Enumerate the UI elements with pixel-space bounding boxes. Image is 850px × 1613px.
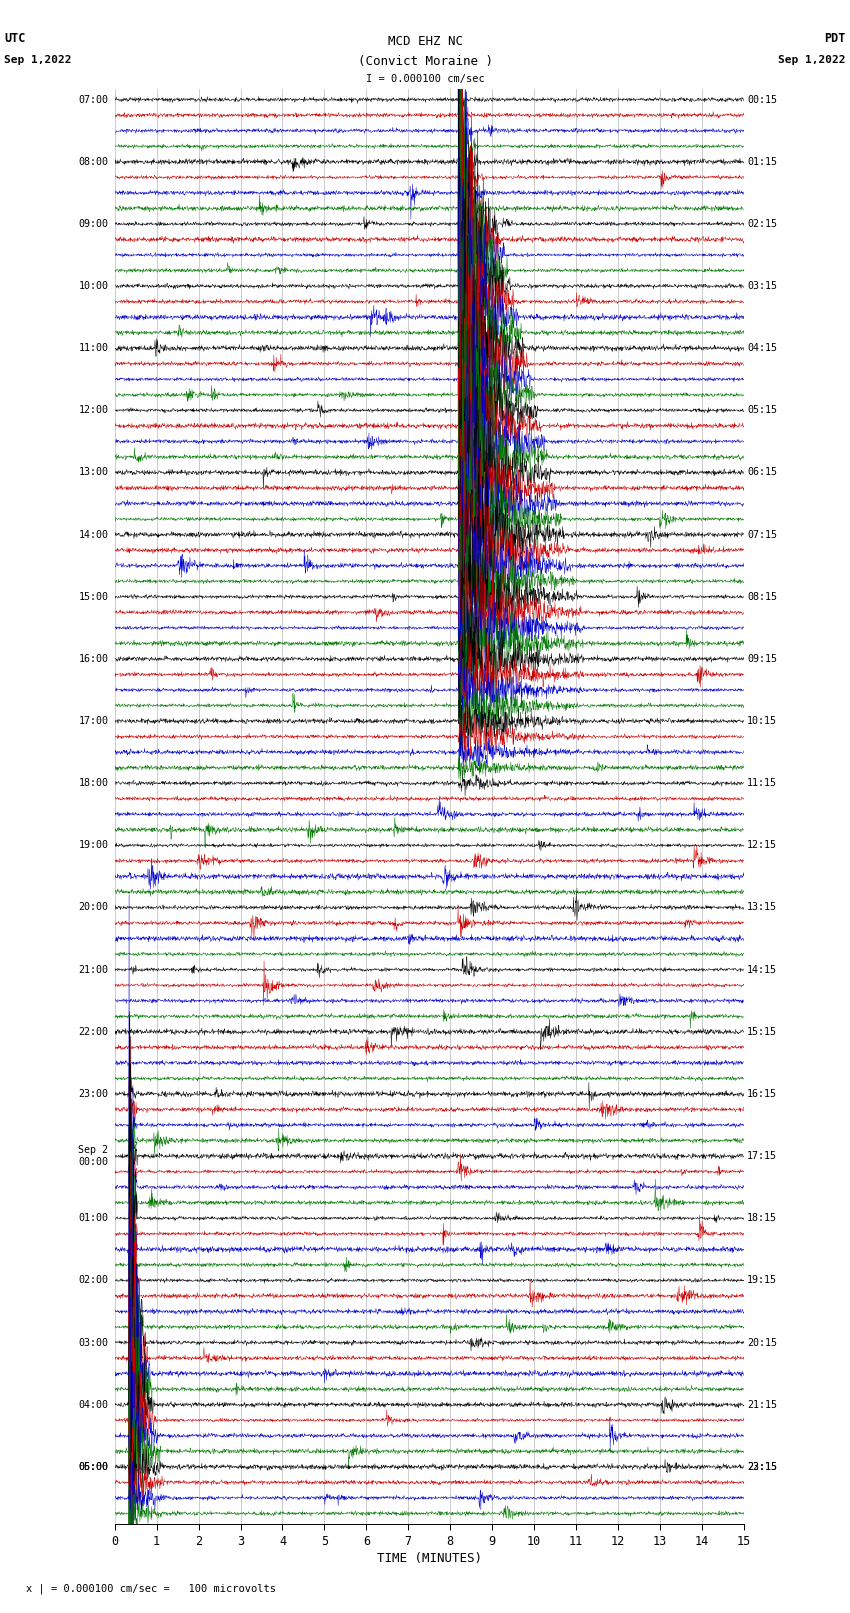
Text: 16:00: 16:00 [78,653,109,665]
Text: 16:15: 16:15 [747,1089,777,1098]
Text: 02:00: 02:00 [78,1276,109,1286]
Text: 03:15: 03:15 [747,281,777,290]
Text: MCD EHZ NC: MCD EHZ NC [388,35,462,48]
Text: 02:15: 02:15 [747,219,777,229]
Text: 15:15: 15:15 [747,1027,777,1037]
Text: 21:15: 21:15 [747,1400,777,1410]
Text: 19:15: 19:15 [747,1276,777,1286]
Text: 19:00: 19:00 [78,840,109,850]
Text: 13:00: 13:00 [78,468,109,477]
Text: 07:00: 07:00 [78,95,109,105]
Text: 20:00: 20:00 [78,903,109,913]
Text: 10:15: 10:15 [747,716,777,726]
Text: 03:00: 03:00 [78,1337,109,1347]
Text: 08:15: 08:15 [747,592,777,602]
Text: 06:15: 06:15 [747,468,777,477]
Text: 11:00: 11:00 [78,344,109,353]
Text: 04:00: 04:00 [78,1400,109,1410]
Text: 08:00: 08:00 [78,156,109,166]
Text: 10:00: 10:00 [78,281,109,290]
Text: 20:15: 20:15 [747,1337,777,1347]
Text: 01:00: 01:00 [78,1213,109,1223]
Text: 12:15: 12:15 [747,840,777,850]
Text: 07:15: 07:15 [747,529,777,540]
Text: 18:15: 18:15 [747,1213,777,1223]
Text: 15:00: 15:00 [78,592,109,602]
Text: 09:15: 09:15 [747,653,777,665]
Text: 09:00: 09:00 [78,219,109,229]
Text: 01:15: 01:15 [747,156,777,166]
Text: I = 0.000100 cm/sec: I = 0.000100 cm/sec [366,74,484,84]
Text: 12:00: 12:00 [78,405,109,415]
Text: 05:15: 05:15 [747,405,777,415]
Text: 14:00: 14:00 [78,529,109,540]
Text: 23:00: 23:00 [78,1089,109,1098]
Text: (Convict Moraine ): (Convict Moraine ) [358,55,492,68]
X-axis label: TIME (MINUTES): TIME (MINUTES) [377,1552,482,1565]
Text: UTC: UTC [4,32,26,45]
Text: 17:00: 17:00 [78,716,109,726]
Text: 21:00: 21:00 [78,965,109,974]
Text: Sep 1,2022: Sep 1,2022 [779,55,846,65]
Text: 04:15: 04:15 [747,344,777,353]
Text: 05:00: 05:00 [78,1461,109,1471]
Text: 17:15: 17:15 [747,1152,777,1161]
Text: x | = 0.000100 cm/sec =   100 microvolts: x | = 0.000100 cm/sec = 100 microvolts [26,1582,275,1594]
Text: 23:15: 23:15 [747,1461,777,1471]
Text: 00:15: 00:15 [747,95,777,105]
Text: 22:00: 22:00 [78,1027,109,1037]
Text: Sep 2
00:00: Sep 2 00:00 [78,1145,109,1166]
Text: 06:00: 06:00 [78,1461,109,1471]
Text: 18:00: 18:00 [78,777,109,789]
Text: 13:15: 13:15 [747,903,777,913]
Text: PDT: PDT [824,32,846,45]
Text: 11:15: 11:15 [747,777,777,789]
Text: Sep 1,2022: Sep 1,2022 [4,55,71,65]
Text: 22:15: 22:15 [747,1461,777,1471]
Text: 14:15: 14:15 [747,965,777,974]
